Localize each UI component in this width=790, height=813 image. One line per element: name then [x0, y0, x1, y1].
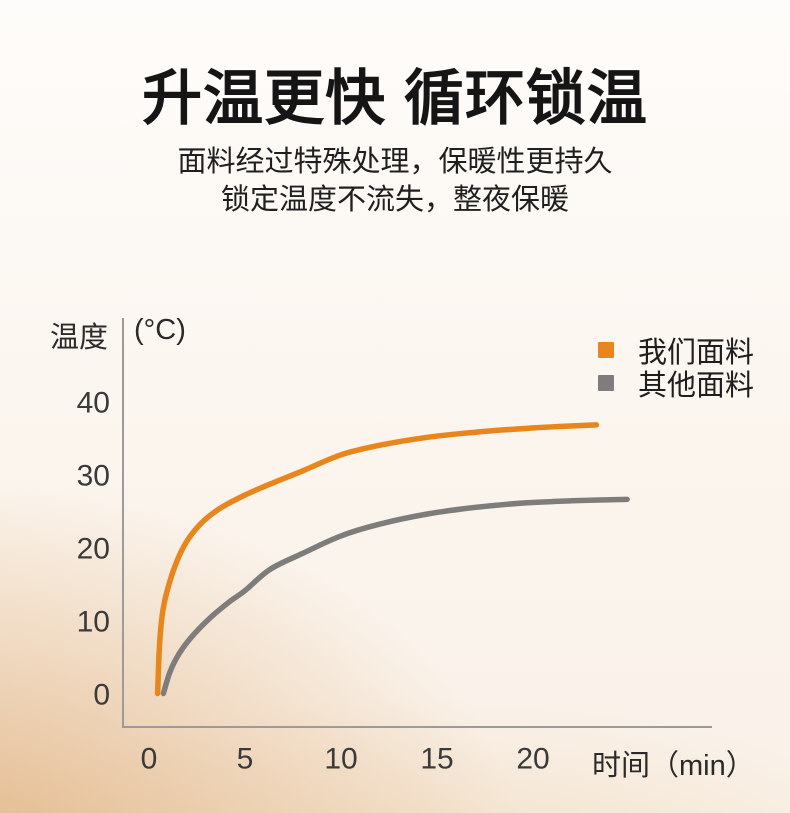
- chart-axes: [122, 318, 712, 728]
- x-tick-label: 10: [324, 743, 357, 776]
- chart-legend: 我们面料 其他面料: [598, 335, 754, 402]
- y-axis-unit: (°C): [134, 314, 186, 346]
- y-tick-label: 20: [77, 533, 110, 566]
- subtitle-line-1: 面料经过特殊处理，保暖性更持久: [177, 146, 613, 178]
- subtitle-line-2: 锁定温度不流失，整夜保暖: [220, 184, 569, 216]
- legend-item-other-fabric: 其他面料: [598, 368, 754, 402]
- series-curve-1: [160, 496, 630, 697]
- x-tick-label: 5: [237, 743, 254, 776]
- series-curve-0: [154, 422, 600, 697]
- x-tick-label: 20: [516, 743, 549, 776]
- legend-label-our-fabric: 我们面料: [638, 336, 755, 369]
- x-axis-title: 时间（min）: [592, 750, 755, 782]
- page-subtitle: 面料经过特殊处理，保暖性更持久 锁定温度不流失，整夜保暖: [0, 143, 790, 219]
- y-tick-label: 40: [77, 387, 110, 420]
- legend-swatch-gray-icon: [598, 374, 614, 391]
- page-title: 升温更快 循环锁温: [142, 65, 648, 132]
- legend-item-our-fabric: 我们面料: [598, 335, 754, 369]
- y-axis-title: 温度: [50, 322, 109, 354]
- y-tick-label: 10: [77, 606, 110, 639]
- y-tick-label: 30: [77, 460, 110, 493]
- legend-swatch-orange-icon: [598, 341, 614, 358]
- y-tick-label: 0: [93, 679, 110, 712]
- x-tick-label: 15: [420, 743, 453, 776]
- legend-label-other-fabric: 其他面料: [638, 369, 755, 402]
- x-tick-label: 0: [141, 743, 158, 776]
